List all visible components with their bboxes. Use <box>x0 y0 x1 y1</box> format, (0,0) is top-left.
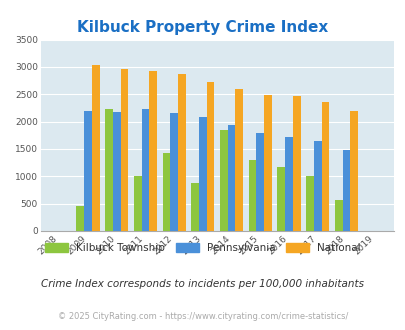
Bar <box>305 176 313 231</box>
Bar <box>84 111 92 231</box>
Bar <box>134 176 141 231</box>
Bar <box>235 89 243 231</box>
Bar <box>120 69 128 231</box>
Bar <box>141 109 149 231</box>
Bar <box>177 74 185 231</box>
Bar <box>76 206 84 231</box>
Text: © 2025 CityRating.com - https://www.cityrating.com/crime-statistics/: © 2025 CityRating.com - https://www.city… <box>58 312 347 321</box>
Text: Crime Index corresponds to incidents per 100,000 inhabitants: Crime Index corresponds to incidents per… <box>41 279 364 289</box>
Bar <box>264 95 271 231</box>
Bar <box>256 133 264 231</box>
Bar <box>292 96 300 231</box>
Bar <box>342 149 350 231</box>
Bar <box>191 183 198 231</box>
Bar <box>277 167 284 231</box>
Bar <box>321 102 328 231</box>
Bar <box>284 137 292 231</box>
Bar <box>220 130 227 231</box>
Bar <box>206 82 214 231</box>
Bar <box>350 111 357 231</box>
Bar <box>334 200 342 231</box>
Bar <box>162 153 170 231</box>
Legend: Kilbuck Township, Pennsylvania, National: Kilbuck Township, Pennsylvania, National <box>42 240 363 256</box>
Bar <box>105 109 113 231</box>
Text: Kilbuck Property Crime Index: Kilbuck Property Crime Index <box>77 20 328 35</box>
Bar <box>92 65 99 231</box>
Bar <box>170 113 177 231</box>
Bar <box>113 112 120 231</box>
Bar <box>313 141 321 231</box>
Bar <box>149 71 157 231</box>
Bar <box>248 160 256 231</box>
Bar <box>227 125 235 231</box>
Bar <box>198 117 206 231</box>
